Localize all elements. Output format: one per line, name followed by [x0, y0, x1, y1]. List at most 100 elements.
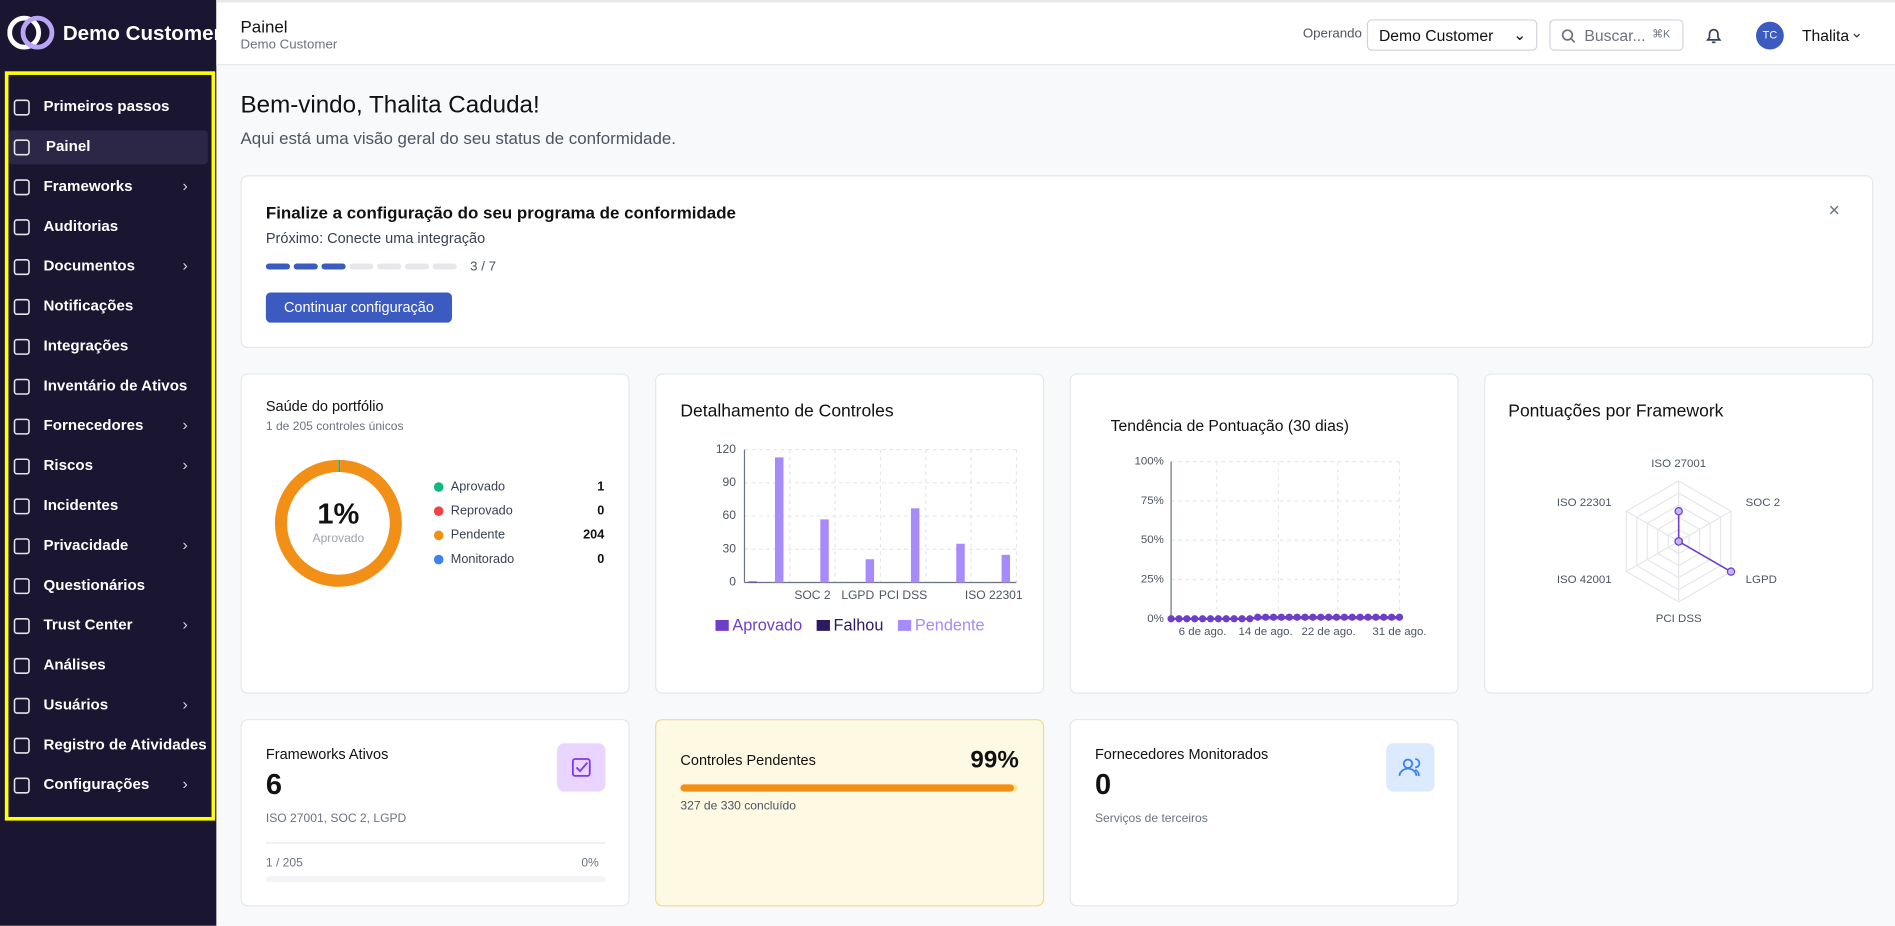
bar [956, 543, 965, 583]
nav-item[interactable]: Registro de Atividades [43, 736, 207, 753]
chart-subtitle: 1 de 205 controles únicos [266, 419, 404, 433]
line-point [1340, 613, 1348, 621]
bell[interactable] [1704, 25, 1723, 44]
chart-title: Tendência de Pontuação (30 dias) [1111, 418, 1349, 435]
nav-chevron: › [182, 176, 188, 195]
nav-item[interactable]: Privacidade [43, 536, 129, 554]
bar [1001, 554, 1011, 583]
nav-item[interactable]: Primeiros passos [43, 97, 170, 115]
line-point [1175, 615, 1183, 623]
legend-label: Pendente [915, 616, 985, 634]
trend-card: Tendência de Pontuação (30 dias) 0% 25% 50%… [1069, 373, 1459, 694]
customer-select[interactable]: Demo Customer ⌄ [1366, 19, 1538, 51]
setup-step [265, 263, 291, 270]
icon-shape [13, 418, 30, 435]
icon-shape [13, 219, 30, 236]
nav-item[interactable]: Inventário de Ativos [43, 377, 188, 394]
line-point [1191, 615, 1199, 623]
nav-icon [13, 219, 30, 236]
user-name[interactable]: Thalita [1801, 26, 1850, 45]
nav-icon [13, 777, 30, 794]
continue-button[interactable]: Continuar configuração [265, 292, 452, 323]
nav-icon [13, 498, 30, 515]
donut-center-value: 1% [317, 499, 359, 531]
nav-item[interactable]: Frameworks [43, 177, 133, 195]
x-tick-label: LGPD [841, 588, 874, 602]
line-point [1380, 613, 1388, 621]
nav-chevron: › [182, 774, 188, 793]
legend-swatch [897, 619, 912, 631]
nav-icon [13, 99, 30, 116]
chart-title: Detalhamento de Controles [680, 401, 893, 421]
stat-detail: Serviços de terceiros [1094, 812, 1208, 826]
shortcut: ⌘K [1652, 27, 1671, 40]
stat-progress-label: 1 / 205 [265, 856, 303, 871]
nav-item[interactable]: Riscos [43, 456, 94, 474]
icon-shape [13, 298, 30, 316]
nav-item[interactable]: Usuários [43, 696, 109, 714]
icon-shape [13, 578, 30, 595]
radar-spoke [1678, 510, 1732, 542]
radar-spoke [1626, 510, 1679, 542]
nav-item[interactable]: Configurações [43, 775, 150, 793]
y-tick-label: 60 [723, 508, 737, 522]
legend-label: Aprovado [732, 616, 802, 634]
legend-label: Reprovado [451, 504, 513, 518]
nav-item[interactable]: Análises [43, 656, 106, 674]
icon-shape [13, 697, 30, 714]
operating-label: Operando [1302, 26, 1362, 42]
avatar[interactable]: TC [1756, 21, 1784, 50]
nav-chevron: › [182, 535, 188, 554]
legend-swatch [715, 619, 729, 631]
line-point [1222, 615, 1230, 623]
stat-detail: ISO 27001, SOC 2, LGPD [265, 812, 407, 826]
chart-title: Saúde do portfólio [266, 399, 384, 415]
nav-item[interactable]: Trust Center [43, 616, 133, 634]
nav-item[interactable]: Fornecedores [43, 416, 144, 434]
close-button[interactable]: × [1828, 200, 1840, 222]
legend-dot [433, 530, 444, 541]
nav-icon [13, 338, 30, 355]
welcome-subtitle: Aqui está uma visão geral do seu status … [240, 128, 676, 148]
line-point [1183, 615, 1191, 623]
icon-shape [13, 737, 30, 754]
icon-shape [13, 338, 30, 355]
nav-item[interactable]: Documentos [43, 257, 135, 275]
brand: Demo Customer [62, 21, 222, 45]
icon-shape [13, 179, 30, 196]
nav-chevron: › [182, 455, 188, 474]
nav-item[interactable]: Integrações [43, 337, 129, 355]
nav-icon [13, 458, 30, 475]
legend-label: Aprovado [451, 479, 505, 493]
line-point [1293, 613, 1301, 621]
y-tick-label: 90 [723, 475, 737, 489]
search[interactable]: Buscar... ⌘K [1549, 19, 1684, 51]
legend-dot [433, 506, 444, 517]
y-tick-label: 50% [1141, 534, 1164, 546]
stat-vendors: Fornecedores Monitorados 0 Serviços de t… [1069, 719, 1459, 907]
line-point [1167, 615, 1175, 623]
divider [265, 842, 606, 844]
line-point [1387, 613, 1396, 621]
icon-shape [13, 378, 30, 395]
line-point [1198, 615, 1207, 623]
nav-icon [13, 538, 30, 555]
nav-item[interactable]: Auditorias [43, 217, 119, 235]
radar-label: PCI DSS [1656, 613, 1702, 625]
nav-item[interactable]: Incidentes [43, 496, 119, 514]
radar-point [1674, 506, 1683, 516]
nav-item[interactable]: Questionários [43, 576, 146, 594]
welcome-title: Bem-vindo, Thalita Caduda! [240, 91, 540, 119]
nav-item[interactable]: Notificações [43, 297, 134, 315]
radar-label: SOC 2 [1746, 497, 1780, 509]
line-point [1230, 615, 1238, 623]
stat-value: 6 [265, 768, 283, 802]
legend-swatch [816, 619, 830, 631]
search-placeholder: Buscar... [1584, 26, 1646, 45]
y-tick-label: 100% [1134, 456, 1163, 468]
icon-shape [13, 617, 30, 635]
nav-icon [13, 139, 30, 156]
setup-step [377, 263, 402, 270]
nav-item[interactable]: Painel [45, 137, 91, 155]
line-point [1214, 615, 1222, 623]
